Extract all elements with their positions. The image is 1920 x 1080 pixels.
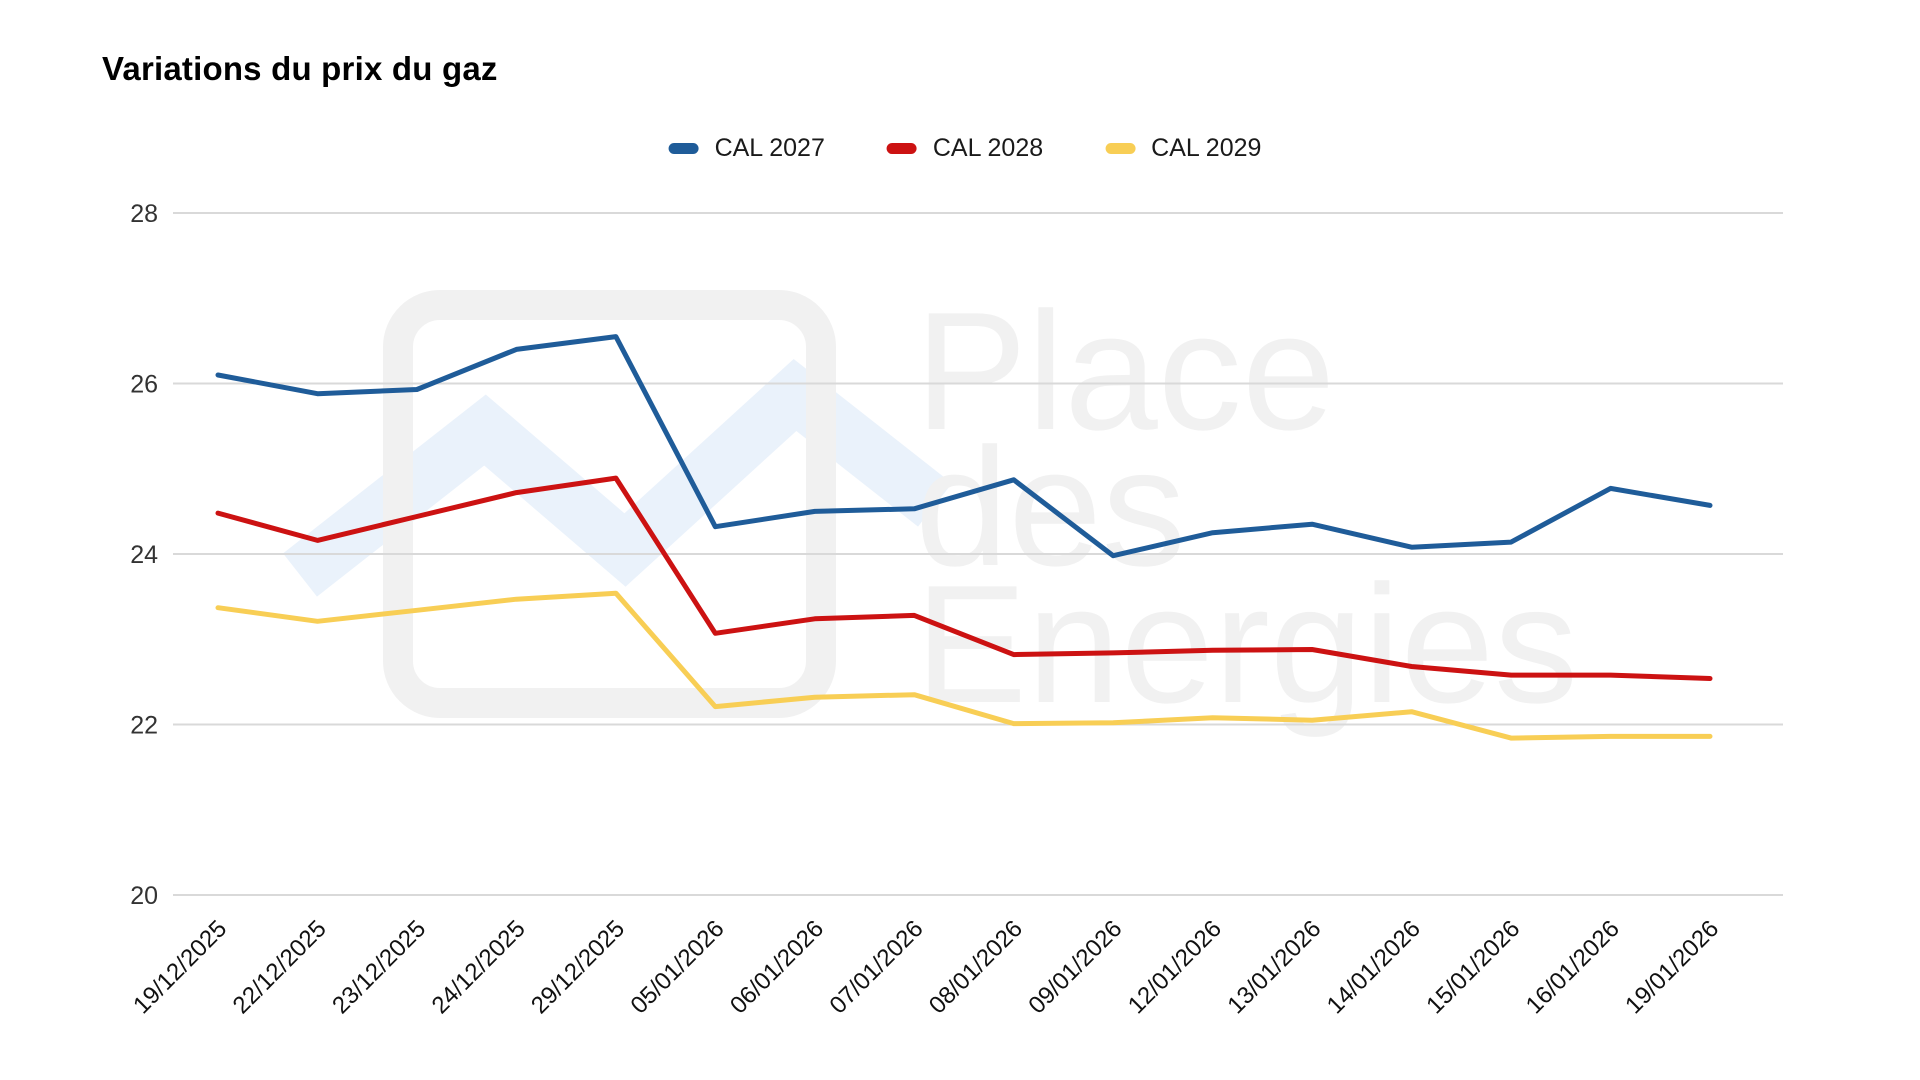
x-tick-label: 24/12/2025: [427, 915, 531, 1019]
x-tick-label: 09/01/2026: [1023, 915, 1127, 1019]
legend-label: CAL 2029: [1151, 134, 1262, 162]
x-tick-label: 12/01/2026: [1123, 915, 1227, 1019]
x-tick-label: 29/12/2025: [526, 915, 630, 1019]
y-tick-label: 20: [130, 882, 158, 910]
x-tick-label: 05/01/2026: [626, 915, 730, 1019]
x-tick-label: 06/01/2026: [725, 915, 829, 1019]
legend-label: CAL 2027: [714, 134, 825, 162]
series-line-cal-2027: [215, 334, 1713, 559]
y-tick-label: 26: [130, 371, 158, 399]
series-line-cal-2028: [215, 475, 1713, 681]
x-tick-label: 19/01/2026: [1620, 915, 1724, 1019]
legend-label: CAL 2028: [932, 134, 1044, 162]
x-tick-label: 23/12/2025: [327, 915, 431, 1019]
watermark-logo-frame-icon: [383, 290, 836, 718]
chart-title: Variations du prix du gaz: [102, 50, 498, 87]
x-tick-label: 08/01/2026: [924, 915, 1028, 1019]
watermark-text: Energies: [915, 550, 1578, 738]
x-tick-label: 19/12/2025: [128, 915, 232, 1019]
legend-item-cal-2029: CAL 2029: [1105, 134, 1261, 163]
x-tick-label: 16/01/2026: [1521, 915, 1625, 1019]
x-tick-label: 14/01/2026: [1322, 915, 1426, 1019]
x-tick-label: 07/01/2026: [824, 915, 928, 1019]
legend-item-cal-2027: CAL 2027: [668, 134, 825, 163]
x-tick-label: 15/01/2026: [1421, 915, 1525, 1019]
series-line-cal-2029: [215, 590, 1713, 741]
x-tick-label: 13/01/2026: [1222, 915, 1326, 1019]
watermark-zigzag-icon: [283, 358, 952, 597]
legend-swatch: [1105, 143, 1136, 154]
chart-legend: CAL 2027 CAL 2028 CAL 2029: [668, 134, 1261, 163]
y-tick-label: 24: [130, 541, 158, 569]
legend-swatch: [886, 143, 917, 154]
x-tick-label: 22/12/2025: [228, 915, 332, 1019]
y-tick-label: 28: [130, 200, 158, 228]
y-tick-label: 22: [130, 712, 158, 740]
watermark-text: Place: [915, 277, 1335, 465]
legend-item-cal-2028: CAL 2028: [886, 134, 1044, 163]
legend-swatch: [668, 143, 699, 154]
